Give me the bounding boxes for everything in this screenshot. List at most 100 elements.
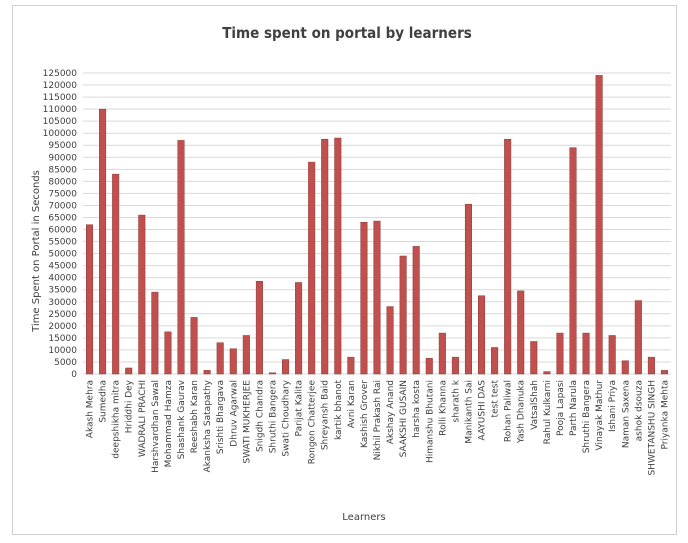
bar — [373, 220, 381, 375]
bar — [386, 306, 394, 375]
y-axis-title: Time Spent on Portal in Seconds — [31, 170, 42, 333]
bar — [216, 342, 224, 375]
y-tick-label: 30000 — [48, 298, 77, 308]
x-tick-label: Avni Karan — [347, 380, 357, 428]
x-tick-label: harsha kosta — [412, 380, 422, 438]
x-tick-label: Parijat Kalita — [295, 380, 305, 436]
bar — [347, 356, 355, 375]
x-tick-label: Kashish Grover — [360, 380, 370, 448]
y-tick-label: 70000 — [48, 201, 77, 211]
x-tick-label: Dhruv Agarwal — [229, 380, 239, 447]
x-tick-label: Pooja Lapasi — [556, 380, 566, 436]
bar — [295, 282, 303, 375]
bar — [268, 372, 276, 375]
bar — [464, 203, 472, 375]
x-tick-label: Vinayak Mathur — [595, 380, 605, 451]
y-tick-label: 20000 — [48, 322, 77, 332]
y-tick-label: 35000 — [48, 286, 77, 296]
x-tick-label: Mohammad Hamza — [164, 380, 174, 467]
y-tick-label: 55000 — [48, 238, 77, 248]
y-tick-label: 125000 — [43, 69, 78, 79]
bar — [530, 341, 538, 375]
y-tick-label: 15000 — [48, 334, 77, 344]
y-tick-label: 50000 — [48, 250, 77, 260]
bar — [125, 367, 133, 375]
bars — [86, 75, 668, 375]
x-tick-label: sharath k — [451, 379, 461, 422]
y-tick-label: 100000 — [43, 129, 78, 139]
bar — [177, 140, 185, 375]
bar — [478, 295, 486, 375]
y-tick-label: 95000 — [48, 141, 77, 151]
x-tick-label: Rolli Khanna — [438, 380, 448, 436]
x-tick-label: Swati Choudhary — [282, 379, 292, 456]
bar — [321, 138, 329, 375]
bar — [151, 291, 159, 375]
bar — [634, 300, 642, 375]
x-tick-label: Ishani Priya — [608, 380, 618, 432]
bar — [229, 348, 237, 375]
x-tick-label: SAAKSHI GUSAIN — [399, 380, 409, 457]
bar — [86, 224, 94, 375]
bar — [556, 332, 564, 375]
x-tick-label: Yash Dhanuka — [517, 380, 527, 444]
x-tick-label: Reeshabh Karan — [190, 380, 200, 453]
y-tick-label: 40000 — [48, 274, 77, 284]
bar — [517, 290, 525, 375]
y-tick-label: 5000 — [54, 358, 77, 368]
x-tick-label: Rongon Chatterjee — [308, 380, 318, 465]
y-tick-label: 10000 — [48, 346, 77, 356]
bar — [660, 370, 668, 375]
x-axis-title: Learners — [342, 512, 385, 523]
bar — [399, 255, 407, 375]
bar — [242, 335, 250, 375]
x-tick-label: Himanshu Bhutani — [425, 380, 435, 463]
bar — [595, 75, 603, 375]
y-tick-label: 0 — [71, 370, 77, 380]
y-tick-label: 105000 — [43, 117, 78, 127]
bar — [504, 138, 512, 375]
x-tick-label: SHWETANSHU SINGH — [647, 380, 657, 476]
x-tick-label: Parth Narula — [569, 380, 579, 436]
bar — [334, 137, 342, 375]
x-tick-label: Naman Saxena — [621, 380, 631, 448]
bar — [491, 347, 499, 375]
bar — [308, 161, 316, 375]
x-tick-label: test test — [491, 380, 501, 418]
x-tick-label: kartik bhanot — [334, 380, 344, 441]
y-tick-label: 85000 — [48, 165, 77, 175]
bar — [112, 173, 120, 375]
bar — [582, 332, 590, 375]
x-axis-ticks: Akash Mehra Sumedha deepshikha mitra Hriddh… — [86, 379, 671, 475]
y-tick-label: 80000 — [48, 177, 77, 187]
x-tick-label: ashok dsouza — [634, 380, 644, 441]
bar — [451, 356, 459, 375]
bar — [99, 108, 107, 375]
x-tick-label: WADRALI PRACHI — [138, 380, 148, 457]
x-tick-label: VatsalShah — [530, 380, 540, 430]
bar — [647, 356, 655, 375]
bar — [138, 214, 146, 375]
bar — [608, 335, 616, 375]
bar — [412, 246, 420, 375]
x-tick-label: Shreyansh Baid — [321, 380, 331, 450]
x-tick-label: AAYUSHI DAS — [478, 380, 488, 441]
bar — [164, 331, 172, 375]
bar — [255, 281, 263, 375]
y-tick-label: 65000 — [48, 213, 77, 223]
y-tick-label: 120000 — [43, 81, 78, 91]
bar — [425, 358, 433, 375]
x-tick-label: Shruthi Bangera — [582, 380, 592, 453]
x-tick-label: Rahul Kulkarni — [543, 380, 553, 444]
x-tick-label: Priyanka Mehta — [660, 380, 670, 450]
bar — [543, 371, 551, 375]
x-tick-label: Akash Mehra — [86, 380, 96, 438]
bar-chart: Time spent on portal by learners 0 5000 10… — [31, 24, 671, 523]
x-tick-label: Hriddhi Dey — [125, 379, 135, 433]
bar — [569, 147, 577, 375]
y-tick-label: 115000 — [43, 93, 78, 103]
x-tick-label: Rohan Paliwal — [504, 380, 514, 442]
y-tick-label: 90000 — [48, 153, 77, 163]
x-tick-label: Manikanth Sai — [464, 380, 474, 444]
bar — [282, 359, 290, 375]
